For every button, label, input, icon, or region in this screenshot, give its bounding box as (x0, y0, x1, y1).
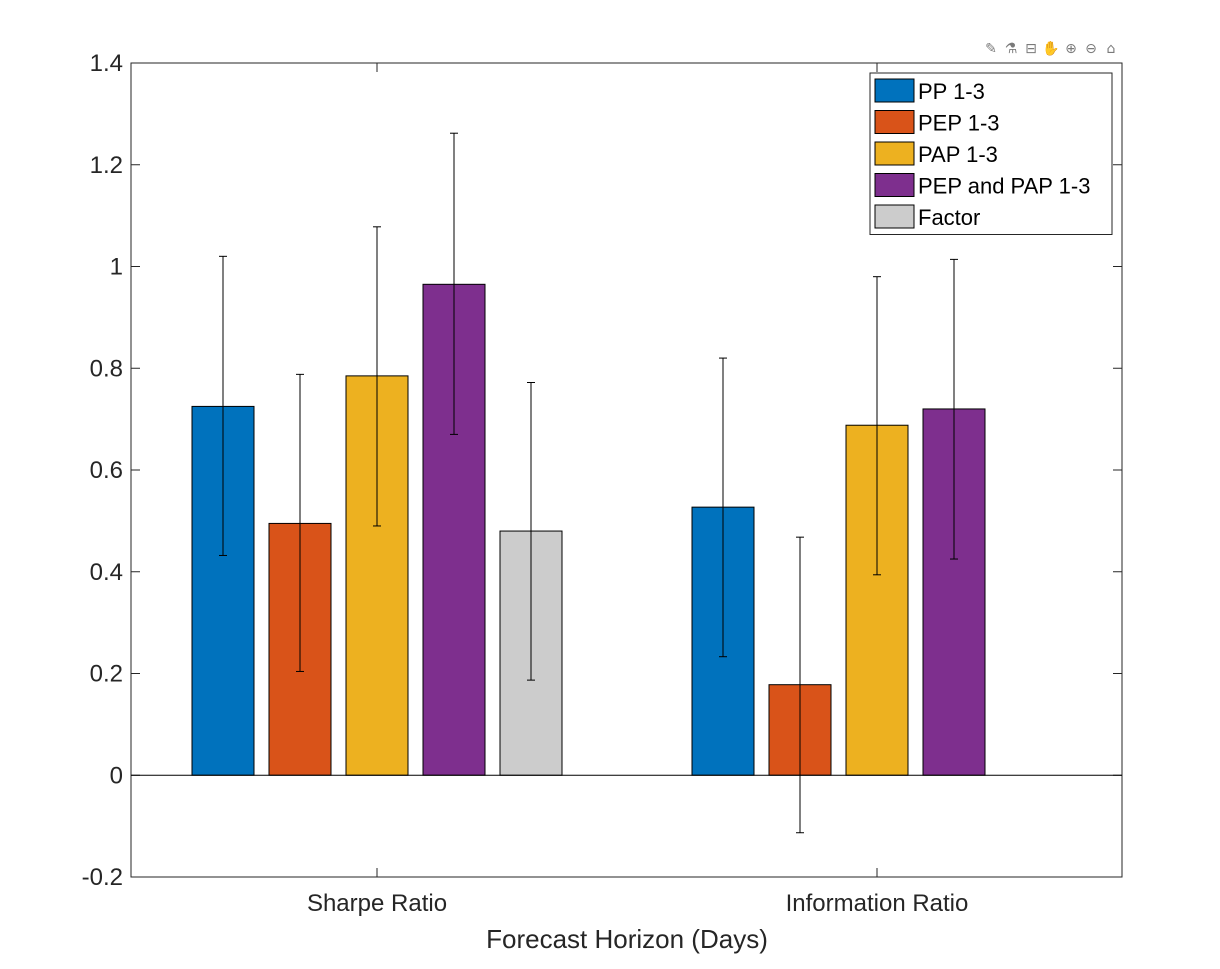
error-bar (373, 226, 381, 527)
x-axis-title: Forecast Horizon (Days) (486, 924, 768, 954)
error-bar (950, 258, 958, 560)
legend-label: PAP 1-3 (918, 142, 998, 167)
error-bar (296, 373, 304, 672)
legend-label: PEP and PAP 1-3 (918, 174, 1090, 199)
error-bar (450, 132, 458, 435)
y-tick-label: 0.2 (90, 661, 123, 688)
legend-label: Factor (918, 205, 980, 230)
y-tick-label: 1.2 (90, 152, 123, 179)
y-tick-label: 0.8 (90, 355, 123, 382)
zoom-out-icon[interactable]: ⊖ (1085, 41, 1097, 57)
y-tick-label: 1.4 (90, 50, 123, 77)
datatips-icon[interactable]: ⚗ (1004, 41, 1018, 57)
figure-toolbar: ✎ ⚗ ⊟ ✋ ⊕ ⊖ ⌂ (982, 40, 1120, 58)
y-tick-label: 0 (110, 762, 123, 789)
bars (131, 283, 1122, 776)
error-bar (219, 255, 227, 556)
brush-icon[interactable]: ✎ (985, 41, 997, 57)
error-bar (719, 357, 727, 658)
y-tick-label: 1 (110, 254, 123, 281)
legend-swatch (874, 110, 915, 134)
home-icon[interactable]: ⌂ (1106, 41, 1116, 57)
x-category-label: Information Ratio (786, 890, 969, 917)
axis-labels: -0.2 0 0.2 0.4 0.6 0.8 1 1.2 1.4 Sharpe Ratio Info… (82, 50, 969, 917)
error-bar (873, 276, 881, 576)
legend-swatch (874, 141, 915, 166)
error-bar (527, 381, 535, 681)
zoom-in-icon[interactable]: ⊕ (1065, 41, 1077, 57)
legend-swatch (874, 78, 915, 103)
legend: PP 1-3 PEP 1-3 PAP 1-3 PEP and PAP 1-3 Facto… (869, 72, 1113, 235)
legend-label: PEP 1-3 (918, 111, 1000, 136)
error-bars (219, 132, 958, 834)
y-tick-label: -0.2 (82, 864, 123, 891)
export-icon[interactable]: ⊟ (1025, 41, 1037, 57)
legend-swatch (874, 204, 915, 229)
y-tick-label: 0.6 (90, 457, 123, 484)
x-category-label: Sharpe Ratio (307, 890, 447, 917)
error-bar (796, 536, 804, 834)
pan-icon[interactable]: ✋ (1042, 41, 1060, 57)
legend-label: PP 1-3 (918, 79, 985, 104)
legend-swatch (874, 173, 915, 197)
y-tick-label: 0.4 (90, 559, 123, 586)
